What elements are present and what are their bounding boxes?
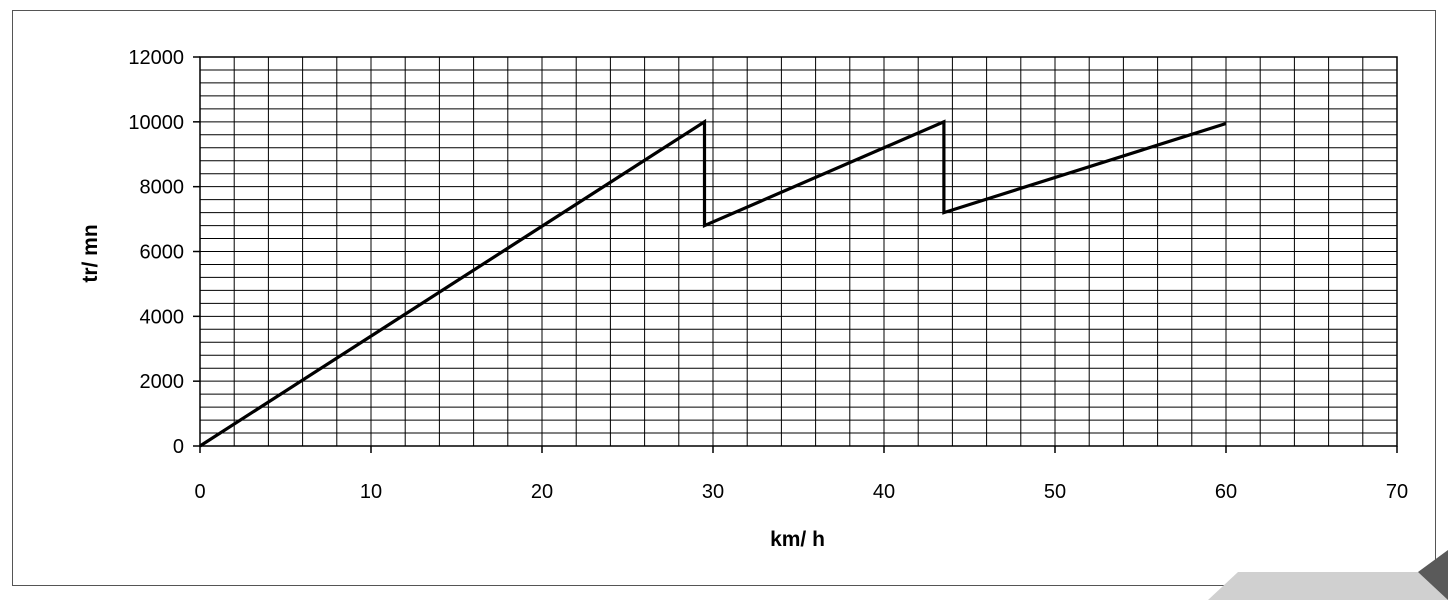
x-tick-label: 30 xyxy=(702,481,724,503)
chart-frame xyxy=(12,10,1436,586)
y-tick-label: 10000 xyxy=(128,112,184,134)
y-tick-label: 4000 xyxy=(140,306,185,328)
y-axis-ticks: 0 2000 4000 6000 8000 10000 12000 xyxy=(128,47,200,458)
x-tick-label: 0 xyxy=(194,481,205,503)
x-tick-label: 20 xyxy=(531,481,553,503)
y-tick-label: 12000 xyxy=(128,47,184,69)
y-axis-title: tr/ mn xyxy=(79,224,102,282)
series-line xyxy=(199,118,1227,448)
x-axis-title: km/ h xyxy=(770,528,825,551)
series-layer xyxy=(199,118,1227,448)
y-tick-label: 2000 xyxy=(140,371,185,393)
x-tick-label: 60 xyxy=(1215,481,1237,503)
x-axis-ticks: 0 10 20 30 40 50 60 70 xyxy=(194,446,1408,503)
x-tick-label: 40 xyxy=(873,481,895,503)
x-tick-label: 50 xyxy=(1044,481,1066,503)
x-tick-label: 70 xyxy=(1386,481,1408,503)
y-tick-label: 0 xyxy=(173,436,184,458)
x-tick-label: 10 xyxy=(360,481,382,503)
page-curl-decoration xyxy=(1208,550,1448,600)
grid xyxy=(199,56,1398,447)
y-tick-label: 6000 xyxy=(140,242,185,264)
y-tick-label: 8000 xyxy=(140,177,185,199)
